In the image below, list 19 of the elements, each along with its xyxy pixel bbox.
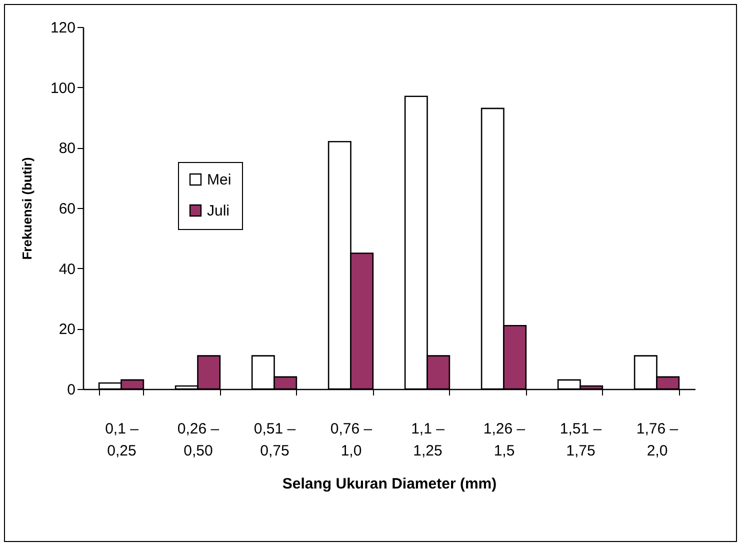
- x-tick-label: 0,51 – 0,75: [254, 420, 296, 460]
- x-tick-label: 1,1 – 1,25: [411, 420, 446, 460]
- y-tick-label: 100: [50, 80, 76, 97]
- y-tick-label: 40: [58, 260, 76, 278]
- x-tick-label: 1,76 – 2,0: [636, 420, 679, 460]
- legend-label: Mei: [207, 172, 232, 188]
- x-tick-label: 0,26 – 0,50: [177, 420, 220, 460]
- y-tick-label: 60: [58, 200, 76, 218]
- x-tick-label: 1,51 – 1,75: [560, 420, 602, 460]
- y-tick-label: 20: [58, 321, 76, 338]
- y-tick-label: 0: [67, 382, 76, 398]
- y-tick-label: 120: [50, 20, 76, 36]
- y-axis-title: Frekuensi (butir): [19, 157, 34, 260]
- x-tick-label: 1,26 – 1,5: [483, 420, 526, 460]
- x-axis-title: Selang Ukuran Diameter (mm): [282, 476, 497, 492]
- legend-label: Juli: [207, 202, 230, 220]
- x-tick-label: 0,76 – 1,0: [330, 420, 373, 460]
- y-tick-label: 80: [58, 140, 76, 158]
- x-tick-label: 0,1 – 0,25: [105, 420, 140, 460]
